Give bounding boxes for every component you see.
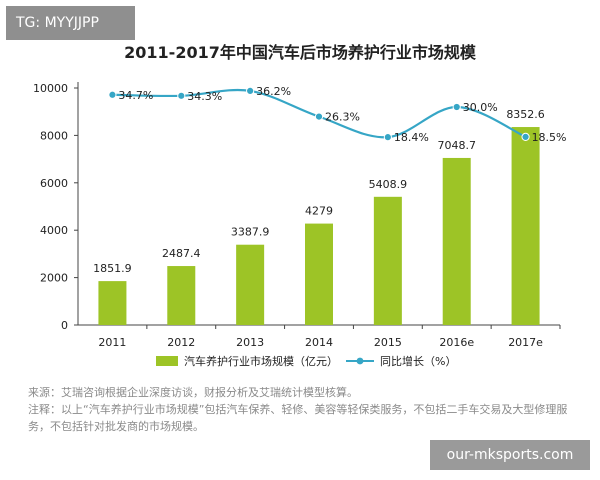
y-tick-label: 4000 bbox=[40, 224, 68, 237]
legend-bar-label: 汽车养护行业市场规模（亿元） bbox=[184, 354, 338, 368]
y-tick-label: 6000 bbox=[40, 177, 68, 190]
growth-point bbox=[108, 90, 117, 99]
growth-value-label: 18.5% bbox=[532, 131, 567, 144]
bar bbox=[442, 157, 471, 325]
legend-bar-swatch bbox=[156, 356, 178, 366]
bar-value-label: 3387.9 bbox=[231, 226, 270, 239]
growth-value-label: 34.3% bbox=[187, 90, 222, 103]
bar-value-label: 5408.9 bbox=[369, 178, 408, 191]
watermark-top-left: TG: MYYJJPP bbox=[6, 6, 135, 40]
bar bbox=[167, 266, 196, 325]
growth-value-label: 18.4% bbox=[394, 131, 429, 144]
line-series: 34.7% 34.3% 36.2% 26.3% 18.4% 30.0% 18.5% bbox=[108, 85, 567, 144]
bar-value-label: 8352.6 bbox=[506, 108, 545, 121]
chart-title: 2011-2017年中国汽车后市场养护行业市场规模 bbox=[124, 43, 477, 62]
growth-value-label: 30.0% bbox=[463, 101, 498, 114]
growth-point bbox=[452, 102, 461, 112]
growth-point bbox=[521, 132, 530, 141]
y-axis: 0 2000 4000 6000 8000 10000 bbox=[33, 82, 79, 332]
growth-point bbox=[314, 112, 324, 121]
x-tick-label: 2014 bbox=[305, 336, 333, 349]
source-note: 来源：艾瑞咨询根据企业深度访谈，财报分析及艾瑞统计模型核算。 bbox=[28, 386, 358, 399]
y-tick-label: 10000 bbox=[33, 82, 68, 95]
growth-point bbox=[383, 133, 392, 142]
bar bbox=[373, 196, 402, 325]
x-tick-label: 2017e bbox=[508, 336, 543, 349]
bar-value-label: 1851.9 bbox=[93, 262, 132, 275]
y-tick-label: 8000 bbox=[40, 129, 68, 142]
x-tick-label: 2015 bbox=[374, 336, 402, 349]
x-tick-label: 2016e bbox=[439, 336, 474, 349]
legend: 汽车养护行业市场规模（亿元） 同比增长（%） bbox=[156, 354, 456, 368]
y-tick-label: 2000 bbox=[40, 272, 68, 285]
x-tick-label: 2012 bbox=[167, 336, 195, 349]
bar bbox=[98, 281, 127, 325]
growth-value-label: 34.7% bbox=[118, 89, 153, 102]
growth-point bbox=[246, 86, 255, 95]
legend-line-marker bbox=[356, 357, 364, 365]
chart: 2011-2017年中国汽车后市场养护行业市场规模 0 2000 4000 6000 8… bbox=[33, 43, 567, 368]
x-axis: 2011 2012 2013 2014 2015 2016e 2017e bbox=[78, 324, 561, 349]
x-tick-label: 2013 bbox=[236, 336, 264, 349]
watermark-bottom-right: our-mksports.com bbox=[430, 440, 590, 470]
bar-series: 1851.9 2487.4 3387.9 4279 5408.9 7048.7 8352.6 bbox=[93, 108, 545, 325]
bar bbox=[236, 244, 265, 325]
bar-value-label: 7048.7 bbox=[437, 139, 476, 152]
growth-value-label: 36.2% bbox=[256, 85, 291, 98]
notes: 来源：艾瑞咨询根据企业深度访谈，财报分析及艾瑞统计模型核算。 注释：以上“汽车养… bbox=[28, 384, 588, 435]
x-tick-label: 2011 bbox=[98, 336, 126, 349]
growth-value-label: 26.3% bbox=[325, 111, 360, 124]
bar-value-label: 2487.4 bbox=[162, 247, 201, 260]
bar-value-label: 4279 bbox=[305, 205, 333, 218]
bar bbox=[305, 223, 333, 325]
remark-note: 注释：以上“汽车养护行业市场规模”包括汽车保养、轻修、美容等轻保类服务，不包括二… bbox=[28, 403, 568, 433]
growth-point bbox=[177, 91, 186, 100]
bar bbox=[511, 127, 540, 325]
y-tick-label: 0 bbox=[61, 319, 68, 332]
legend-line-label: 同比增长（%） bbox=[380, 354, 456, 368]
